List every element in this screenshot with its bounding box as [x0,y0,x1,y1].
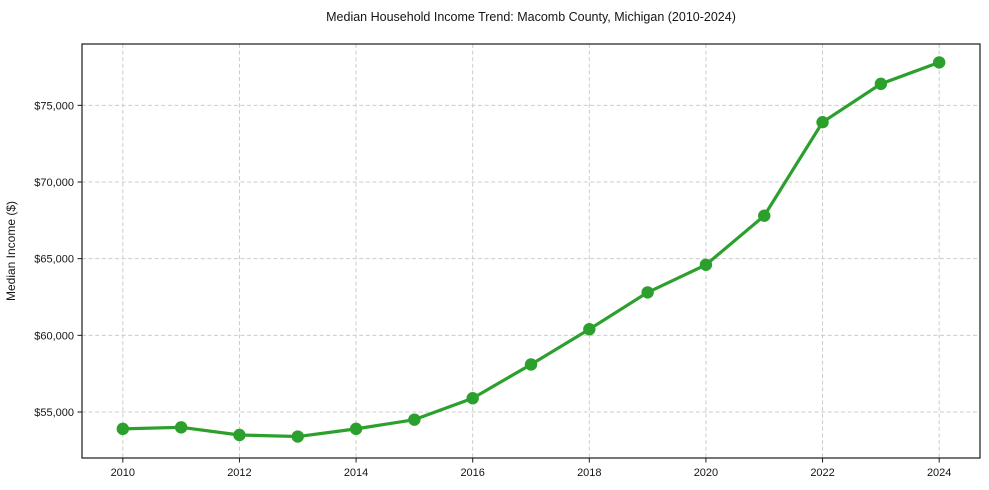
data-point-2021 [758,209,771,222]
x-tick-label: 2012 [227,467,251,479]
data-point-2014 [349,422,363,436]
data-point-2019 [641,286,654,299]
chart-title: Median Household Income Trend: Macomb Co… [326,10,736,24]
y-tick-label: $75,000 [34,100,74,112]
x-tick-label: 2010 [111,467,135,479]
data-point-2023 [874,77,888,91]
y-tick-label: $55,000 [34,407,74,419]
trend-line [121,60,941,439]
plot-border [81,43,981,459]
x-tick-label: 2016 [460,467,484,479]
grid-lines [82,44,980,458]
data-point-2024 [932,56,946,69]
data-point-2022 [816,116,829,129]
data-point-2017 [524,358,538,371]
data-point-2011 [174,421,188,434]
y-axis-label: Median Income ($) [4,201,18,301]
x-tick-label: 2018 [577,467,601,479]
y-tick-label: $65,000 [34,254,74,266]
y-tick-label: $60,000 [34,330,74,342]
data-point-2012 [233,428,246,442]
data-point-2020 [699,258,713,271]
data-point-2013 [291,430,304,443]
x-tick-label: 2014 [344,467,368,479]
data-point-markers [116,56,946,443]
data-point-2010 [116,422,130,436]
data-point-2018 [583,323,596,336]
data-point-2015 [408,413,421,426]
x-tick-label: 2020 [694,467,718,479]
x-tick-label: 2024 [927,467,951,479]
y-tick-labels: $55,000 $60,000 $65,000 $70,000 $75,000 [34,100,74,419]
x-tick-label: 2022 [810,467,834,479]
x-tick-labels: 2010 2012 2014 2016 2018 2020 2022 2024 [111,467,952,479]
axis-ticks [77,104,940,463]
plot-area: 2010 2012 2014 2016 2018 2020 2022 2024$55,000$… [34,43,981,479]
y-tick-label: $70,000 [34,177,74,189]
data-point-2016 [466,392,479,405]
